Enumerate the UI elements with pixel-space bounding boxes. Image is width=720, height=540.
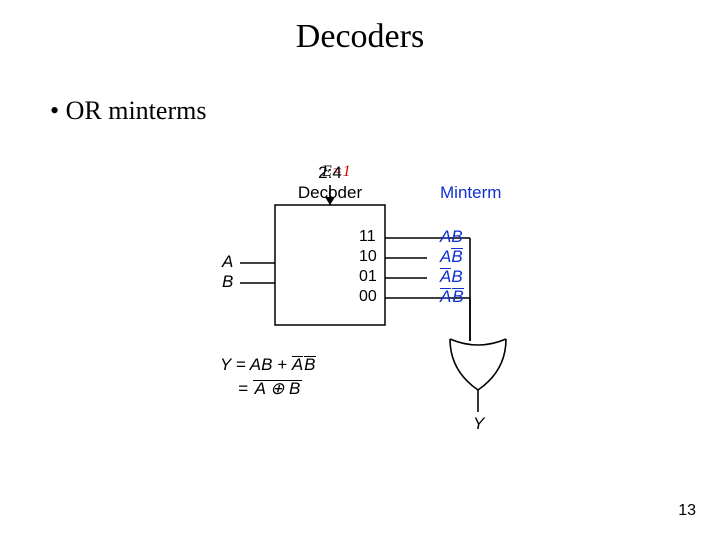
minterm-a-bbar: AB — [440, 247, 463, 267]
slide: Decoders OR minterms 13 E=1 — [0, 0, 720, 540]
decoder-title-line1: 2:4 — [275, 163, 385, 183]
decoder-title: 2:4 Decoder — [275, 163, 385, 203]
input-b-label: B — [222, 272, 233, 292]
diagram-svg — [180, 155, 560, 475]
output-code-10: 10 — [359, 248, 377, 266]
slide-title: Decoders — [0, 18, 720, 56]
output-code-01: 01 — [359, 268, 377, 286]
decoder-title-line2: Decoder — [275, 183, 385, 203]
equation-line2: = A ⊕ B — [238, 379, 302, 399]
equation-line1: Y = AB + AB — [220, 355, 316, 375]
minterm-heading: Minterm — [440, 183, 501, 203]
output-code-00: 00 — [359, 288, 377, 306]
output-code-11: 11 — [359, 228, 376, 246]
page-number: 13 — [678, 502, 696, 520]
bullet-or-minterms: OR minterms — [50, 96, 206, 126]
input-a-label: A — [222, 252, 233, 272]
minterm-abar-bbar: AB — [440, 287, 464, 307]
minterm-abar-b: AB — [440, 267, 463, 287]
minterm-ab: AB — [440, 227, 463, 247]
decoder-diagram: E=1 2:4 Decode — [180, 155, 560, 475]
gate-output-label: Y — [473, 414, 484, 434]
